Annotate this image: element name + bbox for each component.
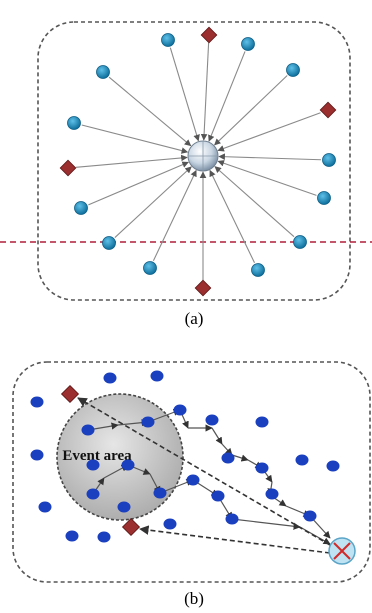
figure-a-arrow — [169, 47, 200, 142]
sensor-node — [141, 416, 155, 428]
figure-a-frame — [37, 21, 351, 301]
sensor-node — [96, 65, 110, 79]
figure-a-nodes — [59, 26, 337, 297]
sensor-node — [97, 531, 111, 543]
figure-a-caption: (a) — [185, 309, 204, 328]
source-node — [319, 101, 337, 119]
sensor-node — [173, 404, 187, 416]
sensor-node — [295, 454, 309, 466]
sensor-node — [265, 488, 279, 500]
figure-a-arrow — [209, 169, 256, 264]
sensor-node — [205, 414, 219, 426]
figure-a-arrow — [88, 161, 189, 206]
figure-a-arrows — [75, 42, 322, 280]
sensor-node — [303, 510, 317, 522]
sensor-node — [326, 460, 340, 472]
figure-a: (a) — [0, 21, 372, 328]
sensor-node — [286, 63, 300, 77]
routing-segment — [211, 427, 223, 445]
sensor-node — [221, 452, 235, 464]
sensor-node — [121, 459, 135, 471]
sensor-node — [86, 459, 100, 471]
figure-a-arrow — [200, 42, 210, 141]
sensor-node — [30, 396, 44, 408]
sensor-node — [38, 501, 52, 513]
sensor-node — [186, 474, 200, 486]
sensor-node — [153, 487, 167, 499]
figure-a-arrow — [218, 153, 322, 161]
figure-b-caption: (b) — [184, 589, 204, 608]
sensor-node — [211, 490, 225, 502]
sink-to-source-link — [139, 525, 331, 554]
figure-a-arrow — [217, 112, 321, 152]
sensor-node — [143, 261, 157, 275]
sensor-node — [65, 530, 79, 542]
figure-a-arrow — [81, 124, 189, 154]
source-node — [60, 384, 80, 404]
figure-a-arrow — [208, 51, 246, 142]
source-node — [194, 279, 212, 297]
figure-a-arrow — [108, 76, 192, 147]
routing-segment — [231, 454, 249, 462]
figure-a-arrow — [75, 154, 188, 168]
figure-b-nodes — [30, 370, 340, 543]
figure-a-arrow — [214, 75, 288, 146]
figure-a-arrow — [217, 160, 317, 196]
source-node — [121, 517, 141, 537]
routing-segment — [231, 518, 301, 530]
sensor-node — [255, 416, 269, 428]
sensor-node — [317, 191, 331, 205]
figure-a-arrow — [114, 166, 192, 238]
sensor-node — [225, 513, 239, 525]
figure-a-arrow — [152, 169, 197, 262]
sensor-node — [293, 235, 307, 249]
figure-b: Event area (b) — [12, 361, 371, 608]
sensor-node — [74, 201, 88, 215]
sensor-node — [241, 37, 255, 51]
sink-to-source-link — [77, 397, 331, 546]
sensor-node — [67, 116, 81, 130]
figure-b-sink-node — [328, 537, 356, 565]
source-node — [59, 159, 77, 177]
sensor-node — [322, 153, 336, 167]
sensor-node — [103, 372, 117, 384]
sensor-node — [150, 370, 164, 382]
sensor-node — [251, 263, 265, 277]
sensor-node — [255, 462, 269, 474]
sensor-node — [163, 518, 177, 530]
event-area-label: Event area — [62, 448, 132, 464]
sensor-node — [102, 236, 116, 250]
sensor-node — [86, 488, 100, 500]
sensor-node — [30, 449, 44, 461]
sensor-node — [117, 501, 131, 513]
figure-a-arrow — [214, 166, 295, 238]
sensor-node — [161, 33, 175, 47]
sensor-node — [81, 424, 95, 436]
source-node — [200, 26, 218, 44]
